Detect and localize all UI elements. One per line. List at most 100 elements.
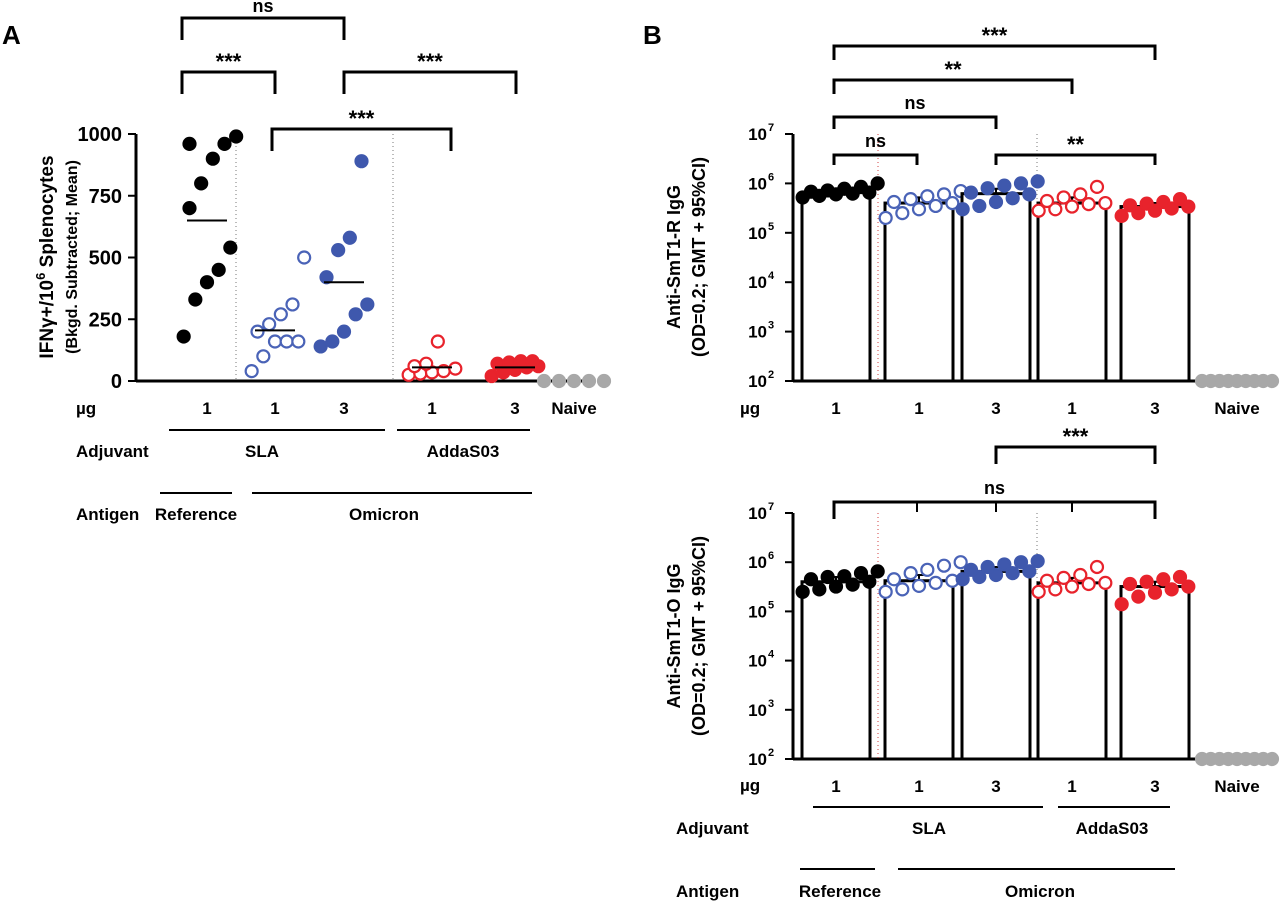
panel-b-top-point	[1122, 198, 1138, 213]
panel-b-bottom-point	[820, 569, 835, 585]
panel-b-bottom-point	[1005, 566, 1020, 581]
panel-b-top-point	[1256, 373, 1271, 389]
panel-b-top-point	[903, 192, 918, 207]
panel-b-bottom-ytick-exp: 2	[768, 747, 774, 759]
panel-b-bottom-point	[1122, 576, 1138, 592]
panel-b-top-dose-tick: 1	[831, 399, 840, 418]
panel-a-dose-label: µg	[76, 399, 96, 418]
panel-a-dose-tick: 1	[202, 399, 211, 418]
panel-b-bottom-point	[845, 577, 860, 592]
panel-a-point	[223, 240, 238, 255]
panel-b-top-point	[1056, 190, 1071, 205]
panel-b-bottom-ytick-label: 10	[748, 652, 767, 671]
panel-b-top-dose-tick: 3	[1150, 399, 1159, 418]
panel-b-bottom-ytick-label: 10	[748, 504, 767, 523]
panel-a-point	[596, 373, 612, 389]
panel-a-point	[256, 349, 271, 364]
panel-b-top-ytick-exp: 3	[768, 320, 774, 332]
panel-b-bottom-point	[963, 562, 979, 577]
panel-b-bottom-point	[1164, 582, 1179, 597]
panel-b-bottom-point	[828, 579, 844, 594]
panel-a-point	[211, 262, 226, 277]
panel-b-bottom-point	[1114, 597, 1129, 612]
panel-b-top-ytick-label: 10	[748, 372, 767, 391]
panel-b-bottom-point	[1147, 585, 1163, 600]
panel-a-point	[262, 317, 277, 332]
panel-b-top-point	[988, 194, 1004, 210]
panel-b-top-ytick-exp: 5	[768, 221, 774, 233]
panel-b-adjuvant-sla: SLA	[912, 819, 946, 838]
panel-a-point	[229, 129, 244, 144]
panel-b-bottom-ylabel-sub: (OD=0.2; GMT + 95%CI)	[689, 536, 709, 736]
panel-a-point	[551, 373, 567, 389]
panel-b-bottom-point	[1048, 582, 1063, 597]
panel-a-point	[331, 242, 346, 258]
panel-a-point	[581, 373, 597, 389]
panel-b-bottom-point	[903, 566, 918, 581]
panel-a-sig-bracket	[342, 70, 518, 94]
panel-a-ytick-label: 1000	[78, 124, 123, 146]
panel-b-top-sig-bracket	[832, 153, 919, 165]
panel-b-top-point	[1081, 197, 1096, 212]
panel-b-top-point	[878, 210, 893, 226]
panel-b-top-point	[820, 183, 835, 198]
panel-a-ytick-label: 500	[89, 248, 122, 270]
panel-b-top-point	[1039, 193, 1055, 209]
panel-b-top-point	[911, 202, 927, 217]
panel-b-antigen-reference: Reference	[799, 882, 881, 901]
panel-b-bottom-point	[1256, 751, 1271, 767]
panel-a-point	[407, 359, 422, 374]
panel-b-bottom-point	[1089, 559, 1105, 575]
panel-b-top-sig-label: **	[1067, 132, 1085, 157]
panel-b-bottom-point	[997, 557, 1012, 572]
panel-b-bottom-point	[1056, 570, 1071, 585]
panel-b-bottom-point	[1156, 572, 1171, 587]
panel-b-bottom-point	[1022, 564, 1037, 579]
panel-a-sig-label: ***	[417, 49, 443, 74]
panel-b-bottom-point	[1139, 574, 1154, 589]
panel-b-top-point	[928, 198, 943, 214]
panel-b-top-sig-bracket	[994, 153, 1157, 165]
panel-b-bottom-point	[911, 578, 927, 593]
panel-a-sig-bracket	[180, 16, 346, 40]
panel-b-top-point	[1156, 194, 1171, 210]
panel-b-bottom-dose-tick: 1	[831, 777, 840, 796]
panel-b-bottom-point	[1098, 575, 1113, 590]
panel-b-bottom-point	[1013, 555, 1029, 570]
panel-a-sig-label: ns	[252, 0, 273, 16]
panel-b-top-point	[1089, 179, 1105, 194]
panel-b-bottom-point	[955, 572, 970, 587]
panel-b-bottom-ytick-label: 10	[748, 750, 767, 769]
panel-b-bottom-dose-tick: 1	[914, 777, 923, 796]
panel-b-top-point	[1073, 187, 1088, 202]
panel-b-bottom-point	[1073, 567, 1088, 583]
panel-b-top-bar	[1119, 205, 1191, 383]
panel-b-top-point	[997, 178, 1012, 193]
panel-b-bottom-sig-bracket	[994, 445, 1157, 464]
panel-a-adjuvant-sla: SLA	[245, 442, 279, 461]
panel-b-bottom-sig-label: ns	[984, 478, 1005, 498]
panel-b-bottom-point	[1030, 554, 1045, 569]
panel-b-top-dose-tick: 1	[1067, 399, 1076, 418]
panel-b-bottom-point	[1064, 579, 1080, 594]
panel-a-sig-label: ***	[349, 106, 375, 131]
panel-b-top-point	[972, 198, 987, 214]
panel-b-top-point	[870, 176, 885, 191]
panel-b-adjuvant-adda: AddaS03	[1076, 819, 1149, 838]
panel-a-point	[325, 334, 340, 349]
panel-b-bottom-point	[1203, 751, 1218, 767]
panel-b-top-sig-label: ***	[982, 23, 1008, 48]
panel-b-top-point	[936, 187, 952, 202]
panel-b-bottom-bar	[1119, 585, 1191, 761]
panel-b-bottom-point	[878, 584, 893, 599]
panel-b-top-point	[1114, 208, 1129, 223]
panel-a-point	[267, 334, 283, 349]
panel-b-top-point	[1131, 206, 1146, 221]
panel-b-bottom-point	[1031, 584, 1046, 599]
panel-a-point	[285, 297, 300, 312]
panel-b-top-bar	[800, 191, 872, 383]
panel-b-bottom-point	[803, 572, 819, 587]
panel-b-top-ytick-label: 10	[748, 125, 767, 144]
panel-b-bottom-point	[837, 569, 852, 584]
